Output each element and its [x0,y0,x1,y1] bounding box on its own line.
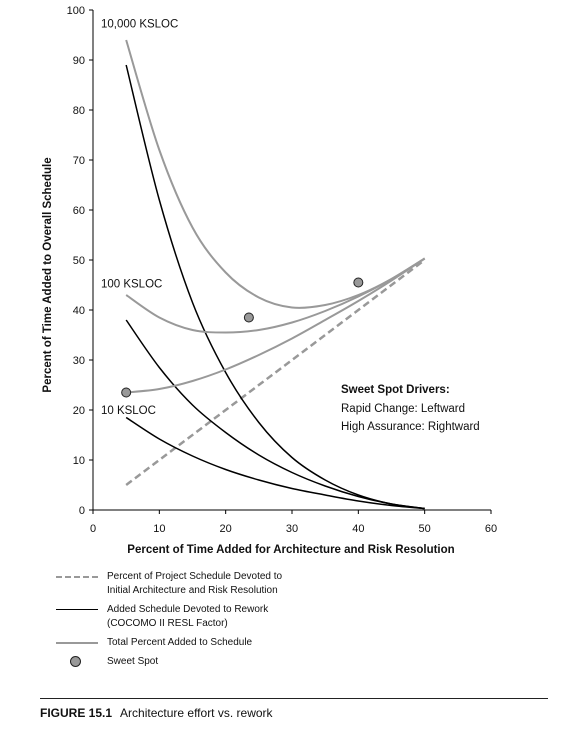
series-line-4 [125,39,426,309]
x-tick-label: 40 [352,523,364,535]
legend-label: Sweet Spot [107,656,159,667]
series-line-5 [125,257,426,334]
figure-number: FIGURE 15.1 [40,706,113,720]
legend-item-total: Total Percent Added to Schedule [56,636,456,650]
chart-axes: 0 10 20 30 40 50 60 70 80 90 100 0 10 20 30 40 50 60 [67,5,497,535]
x-tick-label: 20 [220,523,232,535]
legend-swatch-dot [56,655,98,669]
y-tick-label: 30 [73,355,85,367]
x-tick-label: 60 [485,523,497,535]
x-tick-label: 30 [286,523,298,535]
y-tick-label: 50 [73,255,85,267]
y-tick-label: 40 [73,305,85,317]
sweet-spot-point [121,387,132,398]
legend-label: Total Percent Added to Schedule [107,637,253,648]
legend-swatch-gray [56,636,98,650]
annotation-title: Sweet Spot Drivers: [341,384,450,396]
curve-labels: 10,000 KSLOC 100 KSLOC 10 KSLOC [101,19,178,418]
sweet-spot-point [353,277,364,288]
figure-title: Architecture effort vs. rework [120,706,273,720]
y-tick-label: 10 [73,455,85,467]
x-tick-label: 0 [90,523,96,535]
x-axis-title: Percent of Time Added for Architecture a… [127,544,454,556]
legend-item-initial-architecture: Percent of Project Schedule Devoted to I… [56,570,456,598]
sweet-spot-point [243,312,254,323]
legend-label: Added Schedule Devoted to Rework (COCOMO… [107,604,269,629]
y-tick-label: 0 [79,505,85,517]
series-layer [125,39,426,510]
caption-rule [40,698,548,699]
y-tick-label: 80 [73,105,85,117]
curve-label: 10,000 KSLOC [101,19,178,31]
series-line-6 [126,257,426,394]
annotation-line-1: Rapid Change: Leftward [341,403,465,415]
y-tick-label: 70 [73,155,85,167]
legend-swatch-black [56,603,98,617]
series-line-2 [125,319,425,510]
legend: Percent of Project Schedule Devoted to I… [56,570,456,674]
chart: 0 10 20 30 40 50 60 70 80 90 100 0 10 20 30 40 50 60 10,0… [42,5,497,556]
x-tick-label: 10 [153,523,165,535]
curve-label: 100 KSLOC [101,279,162,291]
sweet-spot-markers [121,277,364,398]
y-axis-title: Percent of Time Added to Overall Schedul… [42,157,54,392]
y-tick-label: 60 [73,205,85,217]
series-line-3 [125,416,425,510]
y-tick-label: 20 [73,405,85,417]
figure-caption: FIGURE 15.1 Architecture effort vs. rewor… [40,706,273,720]
legend-item-sweet-spot: Sweet Spot [56,655,456,669]
legend-item-rework: Added Schedule Devoted to Rework (COCOMO… [56,603,456,631]
y-tick-label: 90 [73,55,85,67]
legend-swatch-dashed [56,570,98,584]
legend-label: Percent of Project Schedule Devoted to I… [107,571,283,596]
x-tick-label: 50 [419,523,431,535]
curve-label: 10 KSLOC [101,405,156,417]
series-line-0 [125,259,426,486]
annotation-line-2: High Assurance: Rightward [341,421,480,433]
y-tick-label: 100 [67,5,85,17]
